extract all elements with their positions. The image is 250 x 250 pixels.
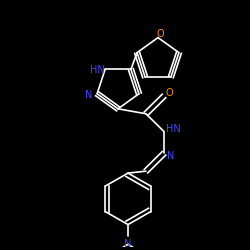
Text: O: O <box>165 88 173 98</box>
Text: N: N <box>86 90 93 100</box>
Text: N: N <box>167 151 175 161</box>
Text: N: N <box>124 239 132 249</box>
Text: HN: HN <box>166 124 180 134</box>
Text: O: O <box>156 29 164 39</box>
Text: HN: HN <box>90 66 104 76</box>
